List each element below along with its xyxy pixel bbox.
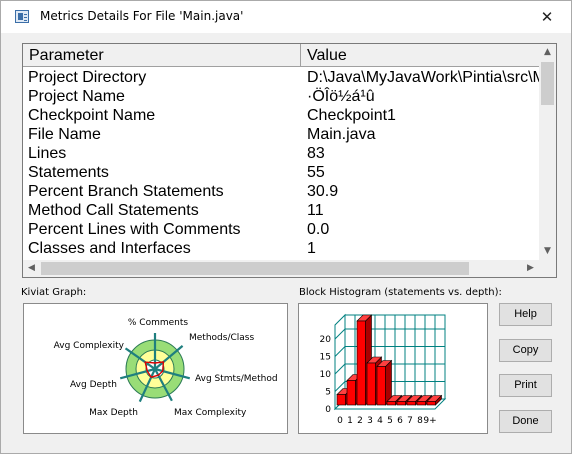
close-button[interactable]: ✕ (533, 5, 561, 29)
kiviat-axis (138, 368, 156, 403)
close-icon: ✕ (540, 8, 554, 26)
table-row[interactable]: Method Call Statements 11 (23, 201, 539, 220)
value-cell: 1 (307, 240, 316, 257)
title-bar[interactable]: Metrics Details For File 'Main.java' ✕ (1, 1, 571, 33)
value-cell: Main.java (307, 126, 376, 143)
table-row[interactable]: File Name Main.java (23, 125, 539, 144)
column-header-value[interactable]: Value (307, 47, 347, 64)
help-button[interactable]: Help (499, 303, 552, 326)
histogram-x-tick: 5 (387, 416, 393, 426)
value-cell: 11 (307, 202, 324, 219)
kiviat-axis-label: Methods/Class (189, 333, 254, 343)
table-row[interactable]: Checkpoint Name Checkpoint1 (23, 106, 539, 125)
histogram-x-tick: 6 (397, 416, 403, 426)
table-row[interactable]: Lines 83 (23, 144, 539, 163)
histogram-x-tick: 9+ (423, 416, 436, 426)
window-title: Metrics Details For File 'Main.java' (40, 9, 244, 23)
vertical-scrollbar[interactable]: ▲ ▼ (539, 44, 556, 260)
table-row[interactable]: Classes and Interfaces 1 (23, 239, 539, 258)
table-row[interactable]: Percent Lines with Comments 0.0 (23, 220, 539, 239)
value-cell: 55 (307, 164, 325, 181)
histogram-bar (376, 359, 393, 406)
kiviat-axis (119, 367, 156, 380)
kiviat-axis-label: Avg Stmts/Method (195, 374, 278, 384)
histogram-gridline (334, 346, 346, 357)
parameter-cell: Checkpoint Name (28, 107, 156, 124)
scroll-right-icon[interactable]: ▶ (527, 263, 534, 273)
histogram-x-tick: 3 (367, 416, 373, 426)
kiviat-graph-label: Kiviat Graph: (21, 287, 87, 298)
histogram-y-tick: 20 (320, 335, 332, 345)
done-button[interactable]: Done (499, 410, 552, 433)
histogram-bar (426, 394, 443, 406)
kiviat-graph-panel: % Comments Methods/Class Avg Stmts/Method M… (23, 303, 288, 434)
parameter-cell: File Name (28, 126, 101, 143)
column-header-parameter[interactable]: Parameter (23, 44, 301, 66)
histogram-x-tick: 2 (357, 416, 363, 426)
table-body: Project Directory D:\Java\MyJavaWork\Pint… (23, 68, 539, 262)
scroll-up-icon[interactable]: ▲ (544, 47, 551, 57)
print-button[interactable]: Print (499, 374, 552, 397)
histogram-y-tick: 10 (320, 370, 332, 380)
kiviat-axis (154, 368, 173, 402)
scroll-down-icon[interactable]: ▼ (544, 246, 551, 256)
value-cell: 0.0 (307, 221, 330, 238)
scroll-left-icon[interactable]: ◀ (28, 263, 35, 273)
kiviat-value-polygon (144, 361, 165, 379)
copy-button[interactable]: Copy (499, 339, 552, 362)
block-histogram-panel: 0 5 10 15 20 0 1 2 3 4 5 6 7 8 9+ (298, 303, 488, 434)
parameter-cell: Method Call Statements (28, 202, 199, 219)
parameter-cell: Project Name (28, 88, 125, 105)
horizontal-scroll-thumb[interactable] (41, 262, 469, 275)
histogram-y-tick: 0 (325, 405, 331, 415)
parameter-cell: Classes and Interfaces (28, 240, 191, 257)
parameter-cell: Statements (28, 164, 109, 181)
table-row[interactable]: Project Name ·ÖÎö½á¹û (23, 87, 539, 106)
table-header: Parameter Value (23, 44, 539, 67)
kiviat-axis-label: Avg Complexity (54, 341, 125, 351)
histogram-x-tick: 7 (407, 416, 413, 426)
histogram-y-tick: 5 (325, 388, 331, 398)
table-row[interactable]: Percent Branch Statements 30.9 (23, 182, 539, 201)
value-cell: D:\Java\MyJavaWork\Pintia\src\M (307, 69, 539, 86)
histogram-gridline (334, 381, 346, 392)
parameter-cell: Lines (28, 145, 67, 162)
parameter-cell: Percent Lines with Comments (28, 221, 241, 238)
metrics-table: Parameter Value Project Directory D:\Java… (22, 43, 557, 278)
histogram-x-tick: 8 (417, 416, 423, 426)
parameter-cell: Percent Branch Statements (28, 183, 224, 200)
value-cell: Checkpoint1 (307, 107, 396, 124)
kiviat-axis (154, 345, 184, 370)
histogram-x-tick: 4 (377, 416, 383, 426)
vertical-scroll-thumb[interactable] (541, 62, 554, 105)
histogram-x-tick: 1 (347, 416, 353, 426)
kiviat-axis (124, 347, 156, 370)
value-cell: ·ÖÎö½á¹û (307, 88, 375, 105)
value-cell: 83 (307, 145, 325, 162)
histogram-y-tick: 15 (320, 353, 331, 363)
table-row[interactable]: Project Directory D:\Java\MyJavaWork\Pint… (23, 68, 539, 87)
kiviat-axis-label: % Comments (128, 318, 189, 328)
block-histogram-label: Block Histogram (statements vs. depth): (299, 287, 502, 298)
kiviat-axis-label: Avg Depth (70, 380, 117, 390)
histogram-gridline (334, 363, 346, 375)
metrics-app-icon (15, 10, 29, 23)
horizontal-scrollbar[interactable]: ◀ ▶ (23, 260, 539, 277)
histogram-x-tick: 0 (337, 416, 343, 426)
value-cell: 30.9 (307, 183, 339, 200)
kiviat-axis (154, 367, 191, 380)
kiviat-axis-label: Max Depth (89, 408, 138, 418)
histogram-gridline (334, 328, 346, 340)
table-row[interactable]: Statements 55 (23, 163, 539, 182)
parameter-cell: Project Directory (28, 69, 147, 86)
kiviat-axis-label: Max Complexity (174, 408, 247, 418)
scrollbar-corner (539, 260, 556, 277)
